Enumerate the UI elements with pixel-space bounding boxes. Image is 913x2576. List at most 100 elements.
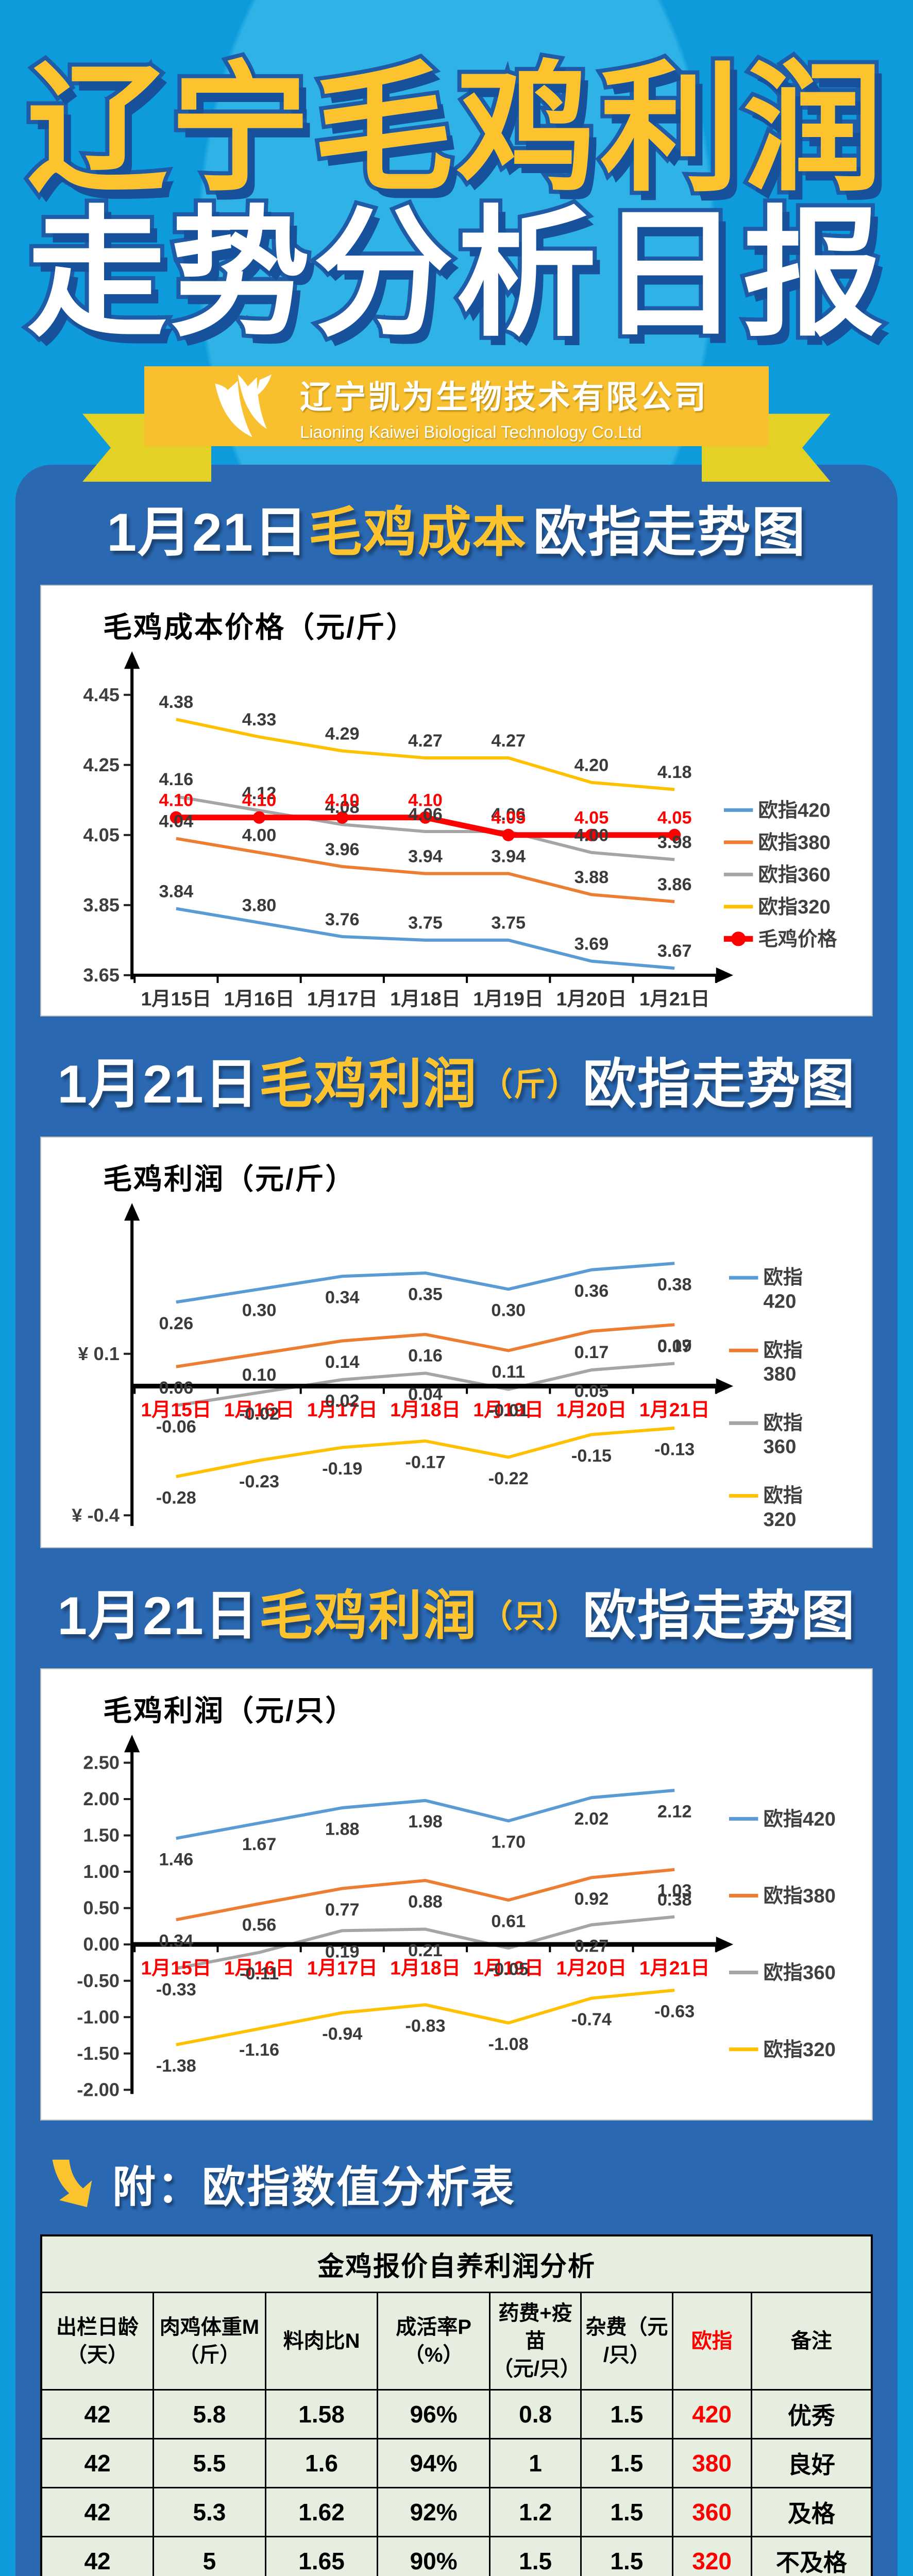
- table-cell: 320: [671, 2536, 752, 2576]
- company-name-block: 辽宁凯为生物技术有限公司 Liaoning Kaiwei Biological …: [300, 371, 708, 442]
- svg-text:0.77: 0.77: [325, 1900, 360, 1919]
- svg-text:-0.63: -0.63: [654, 2002, 695, 2021]
- svg-text:4.06: 4.06: [408, 805, 443, 824]
- svg-text:4.05: 4.05: [574, 808, 609, 828]
- svg-text:-0.19: -0.19: [322, 1459, 362, 1479]
- svg-text:1月16日: 1月16日: [224, 988, 295, 1009]
- svg-text:1月21日: 1月21日: [639, 1399, 710, 1420]
- svg-text:1月15日: 1月15日: [141, 1957, 211, 1978]
- hero-title-line1: 辽宁毛鸡利润: [23, 51, 887, 208]
- svg-text:0.00: 0.00: [83, 1934, 120, 1955]
- svg-text:毛鸡价格: 毛鸡价格: [758, 928, 837, 950]
- svg-text:-0.01: -0.01: [488, 1401, 529, 1421]
- table-cell: 1.2: [488, 2487, 582, 2538]
- table-row: 42 5.3 1.62 92% 1.2 1.5 360 及格: [40, 2487, 873, 2538]
- svg-text:4.12: 4.12: [242, 784, 277, 803]
- table-cell: 92%: [377, 2487, 491, 2538]
- table-cell: 1.5: [580, 2438, 673, 2489]
- table-cell: 良好: [750, 2438, 873, 2489]
- svg-text:-0.23: -0.23: [239, 1472, 279, 1492]
- table-title: 金鸡报价自养利润分析: [40, 2234, 873, 2294]
- svg-text:0.27: 0.27: [574, 1936, 609, 1956]
- svg-text:4.04: 4.04: [159, 811, 193, 831]
- svg-text:欧指420: 欧指420: [763, 1267, 803, 1313]
- svg-text:-0.02: -0.02: [239, 1404, 279, 1424]
- section1-highlight: 毛鸡成本: [308, 503, 527, 563]
- section2-highlight: 毛鸡利润: [259, 1055, 478, 1115]
- table-header-cell: 药费+疫苗 （元/只）: [488, 2292, 582, 2391]
- profit-jin-chart-card: 毛鸡利润（元/斤） ¥ 0.1 ¥ -0.4 1月15日 1月16日 1月17日 1月18…: [40, 1137, 873, 1548]
- cost-chart-card: 毛鸡成本价格（元/斤） 4.45 4.25 4.05 3.85 3.65 1月15日 1月1…: [40, 585, 873, 1017]
- cost-chart-title: 毛鸡成本价格（元/斤）: [103, 611, 417, 644]
- svg-text:0.50: 0.50: [83, 1897, 120, 1918]
- svg-text:4.06: 4.06: [491, 805, 526, 824]
- svg-text:1月15日: 1月15日: [141, 1399, 211, 1420]
- svg-text:1月18日: 1月18日: [390, 1957, 461, 1978]
- svg-text:0.16: 0.16: [408, 1346, 443, 1366]
- attach-header-text: 附：欧指数值分析表: [112, 2163, 516, 2212]
- company-name-cn: 辽宁凯为生物技术有限公司: [299, 379, 708, 415]
- svg-text:4.16: 4.16: [159, 770, 193, 789]
- table-header-cell: 料肉比N: [264, 2292, 379, 2391]
- table-cell: 42: [40, 2389, 155, 2440]
- section1-prefix: 1月21日: [107, 503, 309, 563]
- profit-bird-chart-card: 毛鸡利润（元/只） 2.50 2.00 1.50 1.00 0.50 0.00 -0.50 -…: [40, 1668, 873, 2121]
- section3-prefix: 1月21日: [57, 1586, 259, 1646]
- company-name-en: Liaoning Kaiwei Biological Technology Co…: [299, 422, 642, 442]
- svg-text:1月16日: 1月16日: [224, 1957, 295, 1978]
- svg-text:¥ 0.1: ¥ 0.1: [78, 1343, 120, 1364]
- svg-text:4.25: 4.25: [83, 754, 120, 775]
- svg-text:1月20日: 1月20日: [556, 1399, 627, 1420]
- svg-text:欧指380: 欧指380: [763, 1340, 803, 1385]
- svg-text:0.30: 0.30: [491, 1301, 526, 1320]
- svg-text:1月18日: 1月18日: [390, 988, 461, 1009]
- svg-text:欧指360: 欧指360: [764, 1961, 836, 1984]
- svg-text:4.10: 4.10: [325, 791, 360, 810]
- svg-text:3.88: 3.88: [574, 868, 609, 887]
- svg-text:-0.22: -0.22: [488, 1469, 529, 1488]
- svg-text:0.11: 0.11: [492, 1362, 525, 1382]
- svg-text:3.76: 3.76: [325, 910, 360, 929]
- svg-text:1.00: 1.00: [83, 1861, 120, 1882]
- svg-text:欧指360: 欧指360: [763, 1412, 803, 1458]
- svg-text:-0.28: -0.28: [156, 1488, 196, 1508]
- svg-text:4.33: 4.33: [242, 710, 277, 730]
- table-cell: 1.5: [580, 2536, 673, 2576]
- table-cell: 1.5: [580, 2487, 673, 2538]
- svg-text:0.19: 0.19: [325, 1942, 360, 1961]
- svg-text:-2.00: -2.00: [77, 2079, 120, 2100]
- curved-arrow-icon: [47, 2158, 97, 2210]
- svg-text:2.50: 2.50: [83, 1752, 120, 1773]
- table-header-cell: 欧指: [671, 2292, 752, 2391]
- svg-text:-0.74: -0.74: [571, 2009, 612, 2029]
- svg-text:3.80: 3.80: [242, 896, 277, 916]
- svg-text:-0.83: -0.83: [405, 2016, 445, 2036]
- table-cell: 不及格: [750, 2536, 873, 2576]
- svg-text:1.50: 1.50: [83, 1824, 120, 1845]
- table-cell: 1: [488, 2438, 582, 2489]
- table-cell: 380: [671, 2438, 752, 2489]
- svg-text:0.92: 0.92: [574, 1889, 609, 1908]
- table-cell: 1.65: [264, 2536, 379, 2576]
- table-cell: 1.6: [264, 2438, 379, 2489]
- svg-text:4.38: 4.38: [159, 692, 193, 712]
- svg-text:3.98: 3.98: [657, 833, 692, 852]
- svg-text:3.75: 3.75: [408, 913, 443, 933]
- table-cell: 94%: [377, 2438, 491, 2489]
- table-row: 42 5 1.65 90% 1.5 1.5 320 不及格: [40, 2536, 873, 2576]
- svg-text:0.04: 0.04: [408, 1385, 443, 1404]
- table-cell: 42: [40, 2438, 155, 2489]
- svg-text:4.05: 4.05: [491, 808, 526, 828]
- table-cell: 及格: [750, 2487, 873, 2538]
- svg-text:3.94: 3.94: [491, 847, 526, 867]
- section2-suffix: 欧指走势图: [582, 1055, 856, 1115]
- svg-text:3.86: 3.86: [657, 875, 692, 894]
- svg-text:3.85: 3.85: [83, 894, 120, 916]
- analysis-table: 金鸡报价自养利润分析 出栏日龄 （天） 肉鸡体重M （斤） 料肉比N 成活率P （%）…: [40, 2234, 873, 2576]
- svg-text:-1.16: -1.16: [239, 2040, 279, 2060]
- table-cell: 360: [671, 2487, 752, 2538]
- svg-text:1月19日: 1月19日: [473, 1399, 544, 1420]
- svg-text:欧指320: 欧指320: [758, 896, 830, 918]
- svg-text:4.05: 4.05: [657, 808, 692, 828]
